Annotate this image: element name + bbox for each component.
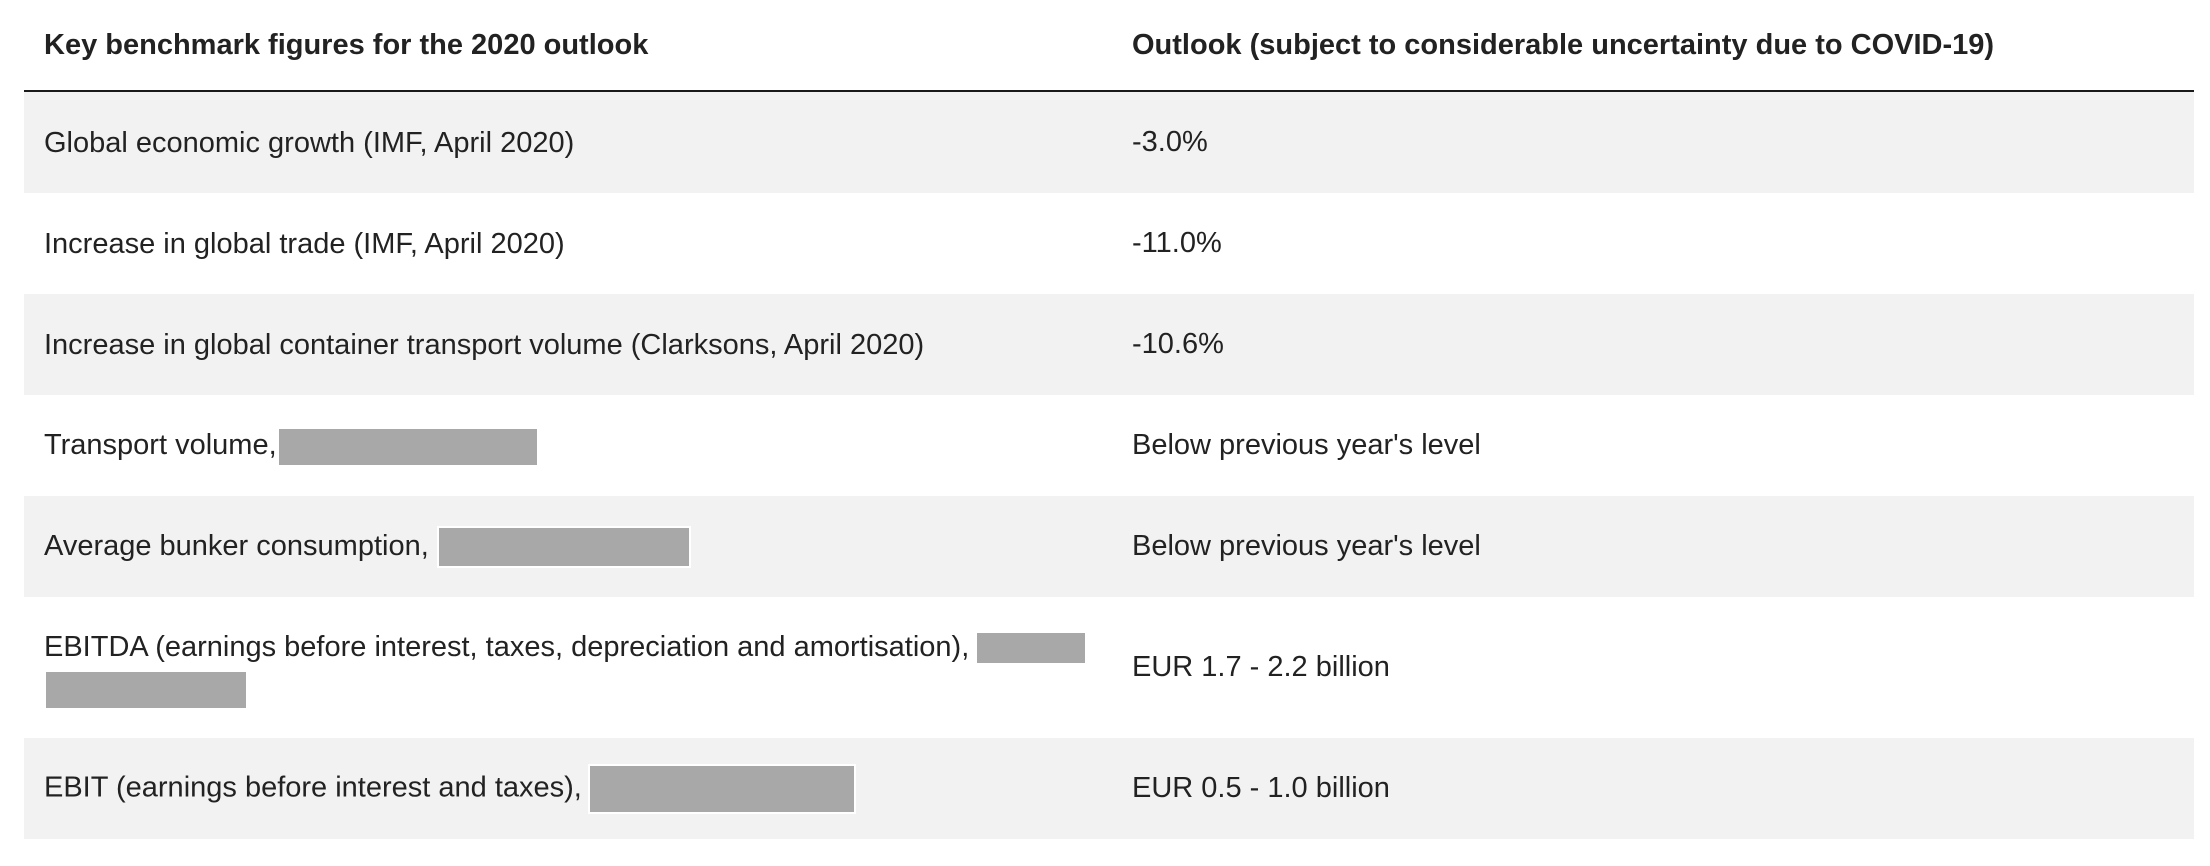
row-label: Transport volume, <box>44 429 277 462</box>
row-value: -10.6% <box>1132 328 1224 360</box>
table-row: Transport volume, Below previous year's … <box>24 395 2194 496</box>
row-label: Global economic growth (IMF, April 2020) <box>44 126 575 159</box>
row-value: EUR 0.5 - 1.0 billion <box>1132 772 1390 804</box>
table-row: Average bunker consumption, Below previo… <box>24 496 2194 597</box>
row-label: Increase in global container transport v… <box>44 328 925 361</box>
redaction-block <box>44 669 248 710</box>
row-value: EUR 1.7 - 2.2 billion <box>1132 651 1390 683</box>
outlook-table: Key benchmark figures for the 2020 outlo… <box>24 0 2194 839</box>
redaction-block <box>975 630 1088 665</box>
row-value: Below previous year's level <box>1132 530 1481 562</box>
table-row: EBIT (earnings before interest and taxes… <box>24 738 2194 839</box>
redaction-block <box>436 526 691 569</box>
row-label: Average bunker consumption, <box>44 529 429 562</box>
table-header-row: Key benchmark figures for the 2020 outlo… <box>24 0 2194 92</box>
table-row: Increase in global trade (IMF, April 202… <box>24 193 2194 294</box>
row-label: EBIT (earnings before interest and taxes… <box>44 771 582 804</box>
header-benchmark-figures: Key benchmark figures for the 2020 outlo… <box>44 29 649 61</box>
redaction-block <box>587 763 856 814</box>
redaction-block <box>276 426 539 467</box>
row-label: Increase in global trade (IMF, April 202… <box>44 227 565 260</box>
table-row: EBITDA (earnings before interest, taxes,… <box>24 597 2194 738</box>
row-value: -3.0% <box>1132 126 1208 158</box>
row-value: Below previous year's level <box>1132 429 1481 461</box>
header-outlook: Outlook (subject to considerable uncerta… <box>1132 28 1995 61</box>
table-row: Increase in global container transport v… <box>24 294 2194 395</box>
table-row: Global economic growth (IMF, April 2020)… <box>24 92 2194 193</box>
row-label: EBITDA (earnings before interest, taxes,… <box>44 630 970 663</box>
row-value: -11.0% <box>1132 227 1222 259</box>
